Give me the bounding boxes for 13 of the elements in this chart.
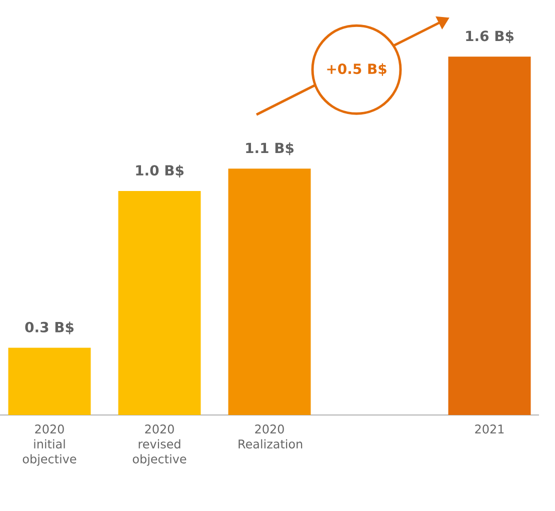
bar [448, 56, 531, 415]
x-tick-label: 2021 [475, 424, 504, 434]
annotation: +0.5 B$ [327, 63, 386, 76]
x-tick-label: 2020 initial objective [22, 424, 76, 466]
x-tick-label: 2020 revised objective [132, 424, 186, 466]
x-tick-label: 2020 Realization [238, 424, 302, 449]
bar [228, 168, 311, 415]
bar [8, 348, 91, 415]
bar [118, 191, 201, 415]
data-label: 1.0 B$ [136, 164, 184, 178]
data-label: 1.1 B$ [246, 142, 294, 156]
data-label: 1.6 B$ [466, 30, 514, 44]
data-label: 0.3 B$ [25, 322, 74, 334]
